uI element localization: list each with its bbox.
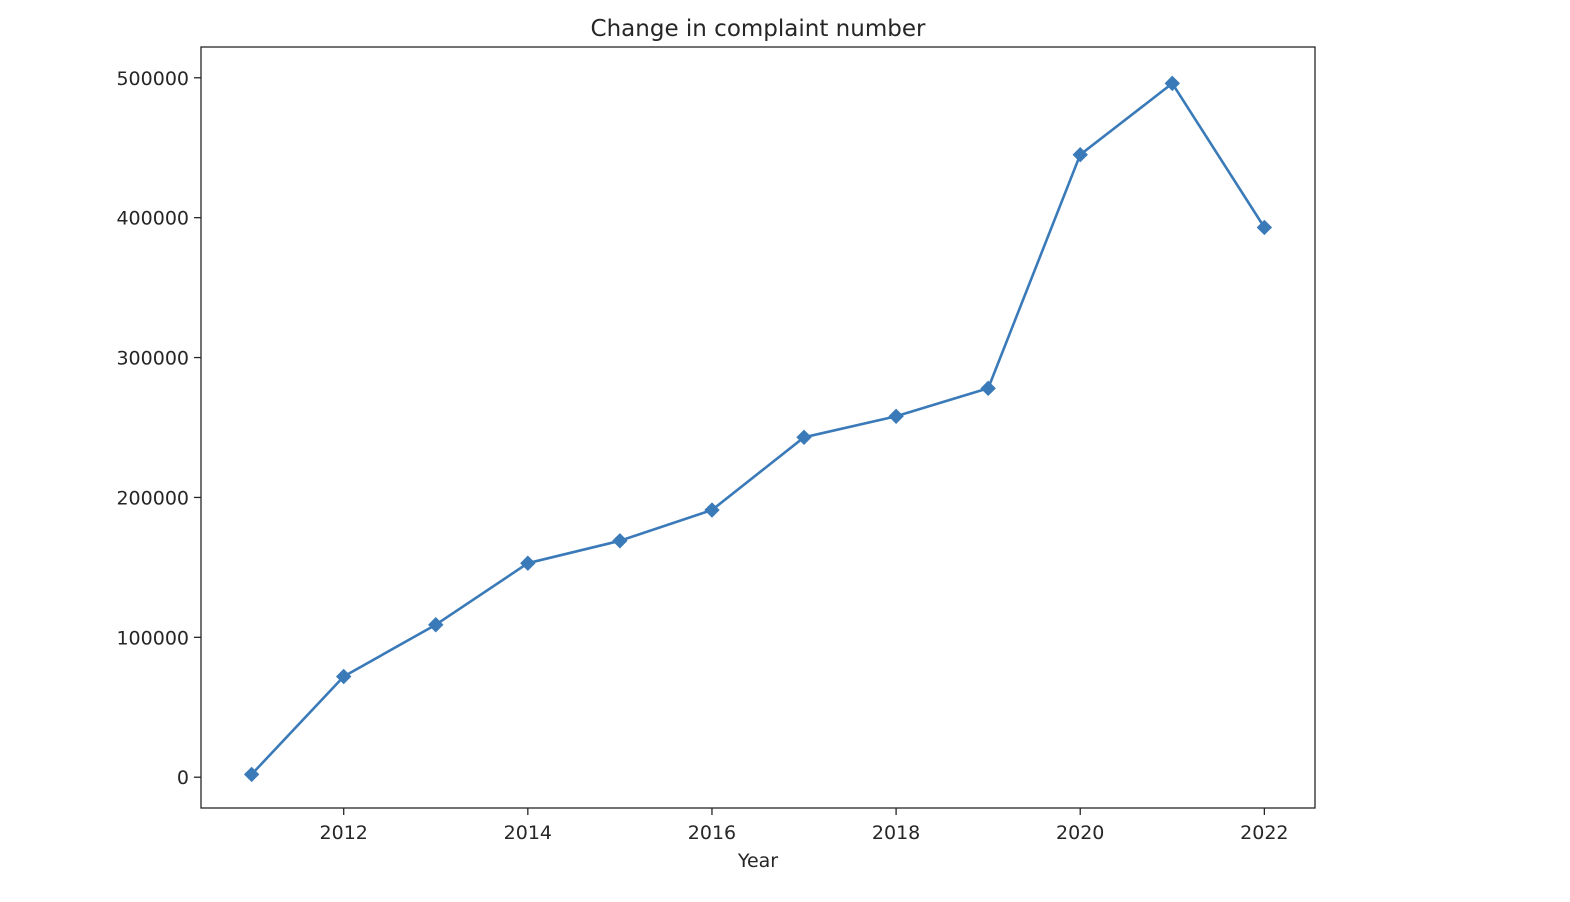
x-tick-label: 2012 <box>320 822 368 844</box>
x-tick-label: 2020 <box>1056 822 1104 844</box>
x-tick-label: 2018 <box>872 822 920 844</box>
x-tick-label: 2022 <box>1240 822 1288 844</box>
data-point-marker <box>1072 147 1088 163</box>
y-tick-label: 500000 <box>116 68 189 90</box>
data-point-marker <box>1256 219 1273 236</box>
series-line <box>250 82 1266 776</box>
data-point-marker <box>612 533 628 549</box>
chart-title: Change in complaint number <box>591 16 926 42</box>
data-point-marker <box>980 380 996 397</box>
data-point-marker <box>243 766 260 783</box>
x-axis-label: Year <box>737 850 778 872</box>
data-point-marker <box>888 408 904 425</box>
y-tick-label: 300000 <box>116 348 189 370</box>
x-tick-label: 2016 <box>688 822 736 844</box>
y-tick-label: 400000 <box>116 208 189 230</box>
x-axis: 2012 2014 2016 2018 2020 2022 <box>320 808 1289 844</box>
series-layer <box>243 75 1273 783</box>
data-point-marker <box>428 617 444 633</box>
y-axis: 0 100000 200000 300000 400000 500000 <box>116 68 201 789</box>
data-point-marker <box>520 555 536 571</box>
data-point-marker <box>335 668 352 685</box>
y-tick-label: 100000 <box>116 627 189 649</box>
data-point-marker <box>1164 75 1181 92</box>
data-point-marker <box>704 502 720 518</box>
y-tick-label: 200000 <box>116 487 189 509</box>
plot-area <box>200 46 1316 809</box>
y-tick-label: 0 <box>177 767 189 789</box>
x-tick-label: 2014 <box>504 822 552 844</box>
data-point-marker <box>796 429 812 445</box>
